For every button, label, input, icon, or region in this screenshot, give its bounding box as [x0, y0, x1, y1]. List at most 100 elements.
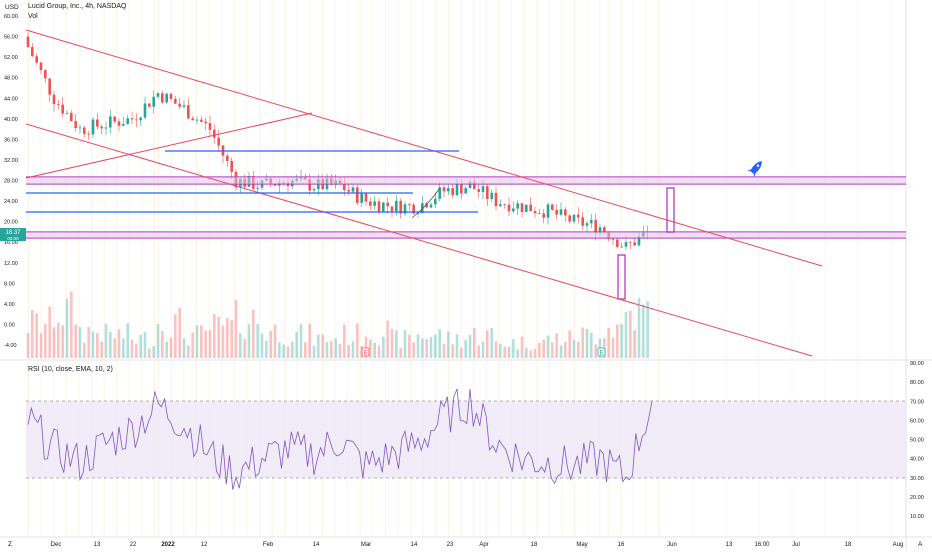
price-axis[interactable]: 60.00 56.00 52.00 48.00 44.00 40.00 36.00 32.00… — [4, 14, 18, 349]
volume-bar — [109, 331, 112, 358]
volume-bar — [70, 291, 73, 358]
candle — [568, 213, 571, 224]
candle — [434, 192, 437, 208]
candle — [74, 114, 77, 132]
session-stripes — [28, 0, 892, 537]
volume-bar — [265, 340, 268, 358]
volume-bar — [507, 346, 511, 358]
time-tick: 14 — [411, 542, 418, 548]
volume-bar — [174, 314, 177, 358]
volume-bar — [291, 341, 294, 358]
svg-text:E: E — [599, 351, 603, 357]
volume-bar — [200, 325, 203, 358]
volume-bar — [52, 327, 56, 358]
volume-bar — [126, 323, 129, 358]
volume-bar — [243, 339, 246, 358]
volume-bar — [247, 324, 251, 358]
candle — [438, 182, 441, 202]
candle — [356, 184, 359, 206]
time-axis[interactable]: Dec 13 22 2022 12 Feb 14 Mar 14 23 Apr 18 May 16 Jun 13… — [51, 542, 904, 548]
rocket-icon[interactable] — [747, 158, 766, 178]
volume-bar — [178, 307, 181, 358]
volume-bar — [152, 346, 155, 358]
volume-bar — [607, 327, 610, 358]
volume-bar — [486, 330, 489, 358]
candle — [408, 203, 411, 210]
volume-bar — [182, 338, 186, 358]
volume-legend[interactable]: Vol — [28, 13, 38, 20]
volume-bar — [369, 339, 372, 358]
candle — [61, 97, 64, 118]
volume-bar — [520, 336, 524, 358]
time-right-marker[interactable]: A — [918, 541, 923, 548]
channel-lower-line[interactable] — [25, 123, 813, 357]
volume-bar — [226, 318, 229, 358]
candle — [161, 90, 164, 105]
candle — [555, 204, 558, 220]
price-tick: 28.00 — [4, 179, 18, 185]
rsi-tick: 30.00 — [910, 476, 924, 482]
candle — [494, 186, 498, 211]
volume-bar — [399, 347, 402, 358]
candle — [126, 114, 129, 125]
volume-bar — [594, 344, 597, 358]
volume-bar — [546, 335, 550, 358]
candle — [104, 121, 108, 136]
rsi-tick: 80.00 — [910, 380, 924, 386]
channel-upper-line[interactable] — [25, 29, 823, 267]
candle — [503, 203, 506, 209]
rsi-legend[interactable]: RSI (10, close, EMA, 10, 2) — [28, 366, 113, 373]
resistance-zone[interactable] — [26, 176, 906, 185]
price-tick: -4.00 — [4, 343, 17, 349]
volume-bar — [282, 344, 285, 358]
arc-drawing[interactable] — [411, 187, 441, 219]
candle — [590, 214, 593, 229]
candle — [421, 195, 424, 214]
candle — [39, 62, 43, 74]
volume-bar — [538, 342, 541, 358]
volume-bar — [455, 334, 459, 358]
candle — [143, 96, 147, 120]
candle — [148, 103, 151, 108]
volume-bar — [421, 338, 424, 358]
candle — [464, 185, 467, 194]
volume-bar — [269, 330, 272, 358]
symbol-legend[interactable]: Lucid Group, Inc., 4h, NASDAQ — [28, 3, 127, 10]
volume-bar — [117, 329, 121, 358]
volume-bar — [434, 334, 437, 358]
rsi-axis[interactable]: 90.00 80.00 70.00 60.00 50.00 40.00 30.00 20.00… — [910, 361, 924, 520]
volume-bar — [217, 316, 220, 358]
candle — [364, 192, 368, 206]
price-tick: 24.00 — [4, 199, 18, 205]
earnings-marker-1[interactable]: E — [361, 347, 370, 357]
volume-bar — [187, 345, 190, 358]
candle — [156, 92, 160, 99]
price-tick: 56.00 — [4, 35, 18, 41]
volume-bar — [551, 342, 554, 358]
volume-bar — [629, 310, 632, 358]
volume-bar — [559, 345, 563, 358]
candle — [191, 116, 194, 121]
volume-bar — [304, 342, 307, 358]
time-left-marker[interactable]: Z — [8, 541, 12, 548]
volume-bar — [31, 309, 34, 358]
volume-bar — [330, 341, 333, 358]
volume-bar — [525, 347, 528, 358]
volume-bar — [646, 301, 649, 358]
drop-box[interactable] — [617, 254, 626, 300]
candle — [611, 238, 615, 245]
support-zone[interactable] — [26, 231, 906, 239]
earnings-marker-2[interactable]: E — [597, 347, 606, 357]
candle — [616, 238, 619, 248]
candle — [135, 113, 138, 128]
volume-bar — [637, 298, 641, 358]
volume-bar — [568, 330, 571, 358]
volume-bar — [65, 298, 69, 358]
volume-bar — [572, 339, 576, 358]
candle — [187, 98, 190, 120]
target-box[interactable] — [666, 187, 675, 233]
volume-bar — [317, 334, 320, 358]
rising-trend-line[interactable] — [25, 112, 313, 179]
